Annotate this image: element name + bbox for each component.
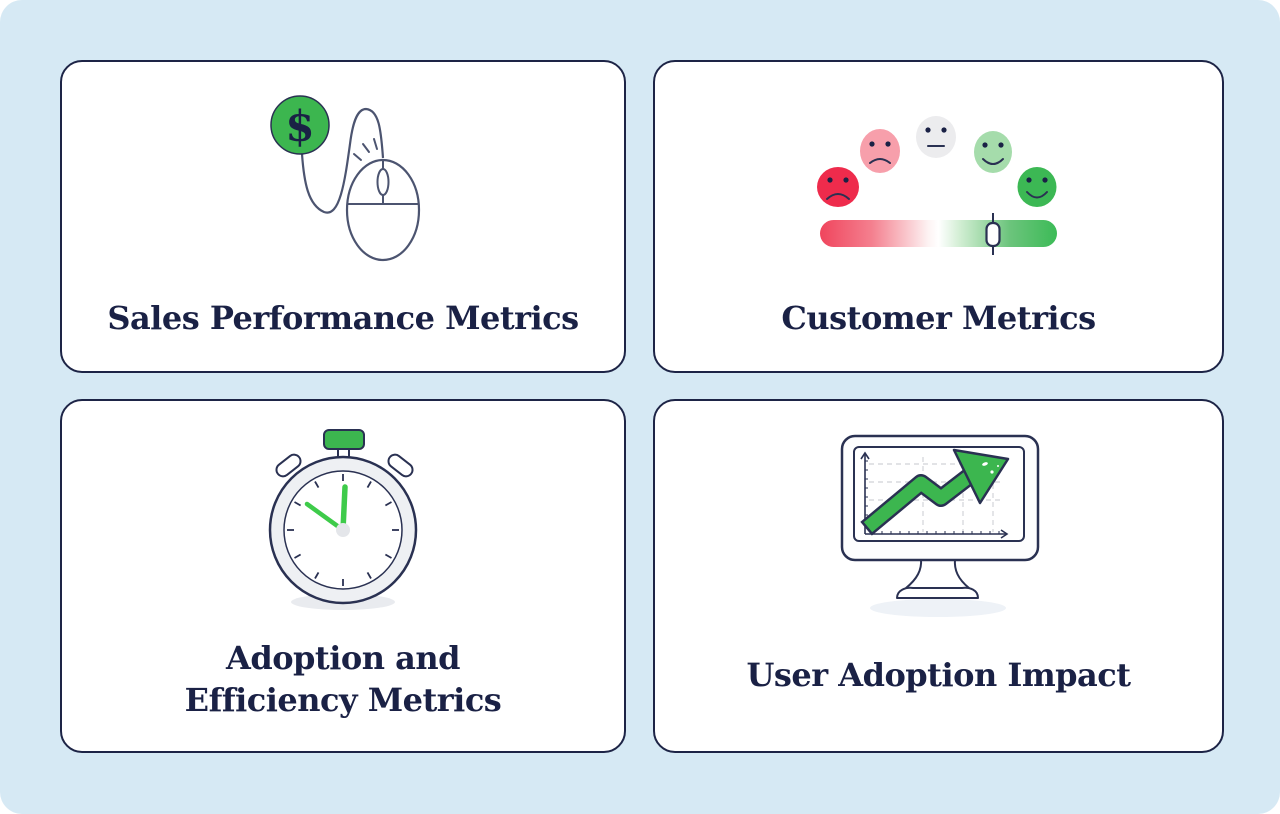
left-pusher xyxy=(275,453,302,478)
monitor-stand-neck xyxy=(905,558,970,589)
monitor-stand-base xyxy=(896,586,979,599)
card-title: User Adoption Impact xyxy=(746,656,1131,694)
stopwatch-icon xyxy=(268,429,418,610)
card-title: Sales Performance Metrics xyxy=(107,299,579,337)
card-adoption-efficiency-metrics: Adoption and Efficiency Metrics xyxy=(60,399,626,753)
arrow-shine xyxy=(982,462,988,466)
card-title: Adoption and Efficiency Metrics xyxy=(62,637,624,721)
right-pusher xyxy=(387,453,414,478)
slider-handle[interactable] xyxy=(985,213,1001,255)
card-title-line2: Efficiency Metrics xyxy=(184,681,502,719)
growth-arrow xyxy=(860,448,1010,536)
scroll-wheel xyxy=(376,168,390,196)
very-happy-face-icon xyxy=(1017,167,1057,207)
money-mouse-icon: $ xyxy=(270,95,421,262)
dollar-badge-icon: $ xyxy=(270,95,330,155)
satisfaction-slider-track[interactable] xyxy=(820,220,1057,247)
card-user-adoption-impact: User Adoption Impact xyxy=(653,399,1224,753)
monitor-shadow xyxy=(870,599,1006,617)
click-sparks xyxy=(353,138,378,161)
sad-face-icon xyxy=(860,129,900,173)
card-title-line1: Adoption and xyxy=(226,639,460,677)
card-sales-performance-metrics: $ Sales Performance Metrics xyxy=(60,60,626,373)
satisfaction-meter-icon xyxy=(817,116,1057,255)
dollar-sign: $ xyxy=(285,102,314,151)
card-title: Customer Metrics xyxy=(781,299,1096,337)
mouse-cable xyxy=(300,107,385,214)
very-sad-face-icon xyxy=(817,167,859,207)
start-button xyxy=(323,429,365,450)
computer-mouse xyxy=(345,158,421,262)
growth-chart-monitor-icon xyxy=(840,434,1040,617)
tick-marks xyxy=(287,474,399,586)
neutral-face-icon xyxy=(916,116,956,158)
stopwatch-hands xyxy=(304,484,348,533)
card-customer-metrics: Customer Metrics xyxy=(653,60,1224,373)
happy-face-icon xyxy=(974,131,1012,173)
hands-pivot xyxy=(336,523,350,537)
